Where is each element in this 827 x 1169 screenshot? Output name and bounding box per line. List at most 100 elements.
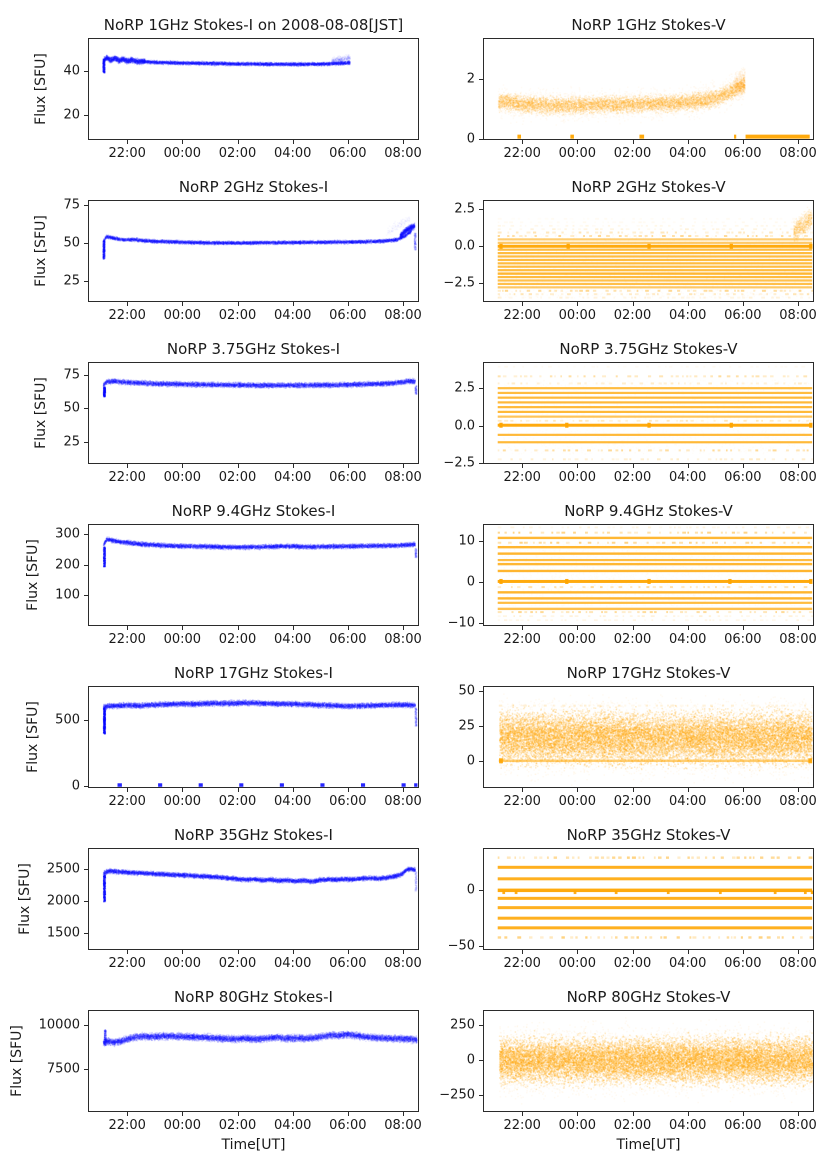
x-tick-label: 06:00 xyxy=(329,632,367,647)
x-tick-mark xyxy=(127,464,129,468)
y-tick-label: 300 xyxy=(55,526,80,542)
x-tick-mark xyxy=(237,626,239,630)
x-tick-mark xyxy=(347,140,349,144)
x-tick-label: 04:00 xyxy=(273,794,312,809)
plot-frame xyxy=(88,200,419,302)
x-tick-mark xyxy=(347,464,349,468)
x-tick-label: 02:00 xyxy=(613,794,652,809)
x-tick-mark xyxy=(403,140,404,144)
x-tick-label: 04:00 xyxy=(273,956,312,971)
x-tick-mark xyxy=(687,140,689,144)
x-tick-label: 06:00 xyxy=(329,146,367,161)
x-tick-mark xyxy=(403,1112,404,1116)
x-tick-mark xyxy=(742,950,744,954)
x-tick-mark xyxy=(127,626,129,630)
x-tick-label: 06:00 xyxy=(724,956,762,971)
x-tick-mark xyxy=(182,626,184,630)
x-tick-mark xyxy=(237,140,239,144)
x-tick-label: 02:00 xyxy=(613,470,652,485)
x-tick-mark xyxy=(522,626,524,630)
x-tick-mark xyxy=(577,140,579,144)
y-tick-label: 75 xyxy=(63,197,80,213)
x-tick-label: 04:00 xyxy=(273,146,312,161)
y-tick-label: 40 xyxy=(63,63,80,79)
y-tick-mark xyxy=(84,933,88,935)
x-tick-mark xyxy=(522,788,524,792)
x-axis-label: Time[UT] xyxy=(221,1137,286,1153)
x-tick-label: 06:00 xyxy=(329,470,367,485)
subplot-norp-1ghz-stokes-i: NoRP 1GHz Stokes-I on 2008-08-08[JST] Fl… xyxy=(33,16,422,161)
y-tick-label: 10000 xyxy=(38,1017,80,1033)
plot-title: NoRP 35GHz Stokes-I xyxy=(174,825,333,844)
plot-title: NoRP 3.75GHz Stokes-V xyxy=(559,339,738,358)
subplot-norp-35ghz-stokes-v: NoRP 35GHz Stokes-V 22:00 00:00 02:00 04:00… xyxy=(448,826,817,971)
y-tick-label: 0 xyxy=(466,131,475,146)
x-tick-label: 08:00 xyxy=(384,632,422,647)
y-tick-label: 75 xyxy=(63,367,80,383)
x-tick-mark xyxy=(237,788,239,792)
x-tick-label: 04:00 xyxy=(273,470,312,485)
x-tick-label: 04:00 xyxy=(273,308,312,323)
x-tick-label: 04:00 xyxy=(273,632,312,647)
x-tick-mark xyxy=(687,950,689,954)
y-tick-label: 250 xyxy=(450,1017,475,1033)
y-tick-label: 25 xyxy=(63,273,80,289)
x-tick-label: 02:00 xyxy=(218,1118,257,1133)
x-tick-label: 22:00 xyxy=(108,308,146,323)
x-tick-label: 08:00 xyxy=(384,470,422,485)
subplot-norp-80ghz-stokes-v: NoRP 80GHz Stokes-V Time[UT] 22:00 00:00 0… xyxy=(439,988,816,1153)
x-tick-label: 00:00 xyxy=(558,632,597,647)
y-tick-mark xyxy=(479,890,483,892)
y-tick-mark xyxy=(479,208,483,210)
x-tick-label: 00:00 xyxy=(558,956,597,971)
x-tick-label: 02:00 xyxy=(613,956,652,971)
x-tick-label: 02:00 xyxy=(218,146,257,161)
x-tick-label: 22:00 xyxy=(503,1118,541,1133)
y-tick-mark xyxy=(84,534,88,536)
x-tick-label: 08:00 xyxy=(384,794,422,809)
x-tick-label: 22:00 xyxy=(503,470,541,485)
x-tick-mark xyxy=(347,788,349,792)
y-tick-mark xyxy=(84,441,88,443)
y-tick-label: 200 xyxy=(55,557,80,573)
scatter-points-canvas xyxy=(89,849,418,949)
x-tick-label: 06:00 xyxy=(724,632,762,647)
plot-title: NoRP 35GHz Stokes-V xyxy=(566,825,731,844)
plot-title: NoRP 80GHz Stokes-I xyxy=(174,987,333,1006)
y-tick-mark xyxy=(479,138,483,140)
x-tick-mark xyxy=(687,626,689,630)
plot-frame xyxy=(483,848,814,950)
x-axis-label: Time[UT] xyxy=(616,1137,681,1153)
scatter-points-canvas xyxy=(89,39,418,139)
x-tick-mark xyxy=(742,140,744,144)
x-tick-mark xyxy=(522,1112,524,1116)
x-tick-mark xyxy=(798,788,799,792)
x-tick-label: 06:00 xyxy=(724,794,762,809)
x-tick-mark xyxy=(127,302,129,306)
x-tick-label: 04:00 xyxy=(668,146,707,161)
x-tick-label: 02:00 xyxy=(218,632,257,647)
y-axis-label: Flux [SFU] xyxy=(9,1025,25,1097)
x-tick-label: 08:00 xyxy=(779,632,817,647)
x-tick-mark xyxy=(292,464,294,468)
x-tick-label: 02:00 xyxy=(613,1118,652,1133)
y-tick-label: 50 xyxy=(458,683,475,699)
scatter-points-canvas xyxy=(89,525,418,625)
plot-frame xyxy=(88,848,419,950)
x-tick-label: 00:00 xyxy=(163,470,202,485)
x-tick-label: 22:00 xyxy=(503,794,541,809)
x-tick-label: 22:00 xyxy=(108,1118,146,1133)
y-tick-mark xyxy=(84,280,88,282)
plot-frame xyxy=(483,1010,814,1112)
y-tick-label: 0 xyxy=(466,1052,475,1068)
x-tick-mark xyxy=(632,464,634,468)
x-tick-mark xyxy=(577,626,579,630)
x-tick-label: 08:00 xyxy=(384,1118,422,1133)
x-tick-mark xyxy=(237,1112,239,1116)
plot-title: NoRP 2GHz Stokes-I xyxy=(178,177,329,196)
x-tick-label: 22:00 xyxy=(503,146,541,161)
x-tick-label: 08:00 xyxy=(384,146,422,161)
x-tick-label: 02:00 xyxy=(218,308,257,323)
y-tick-mark xyxy=(84,1068,88,1070)
y-tick-mark xyxy=(479,726,483,728)
